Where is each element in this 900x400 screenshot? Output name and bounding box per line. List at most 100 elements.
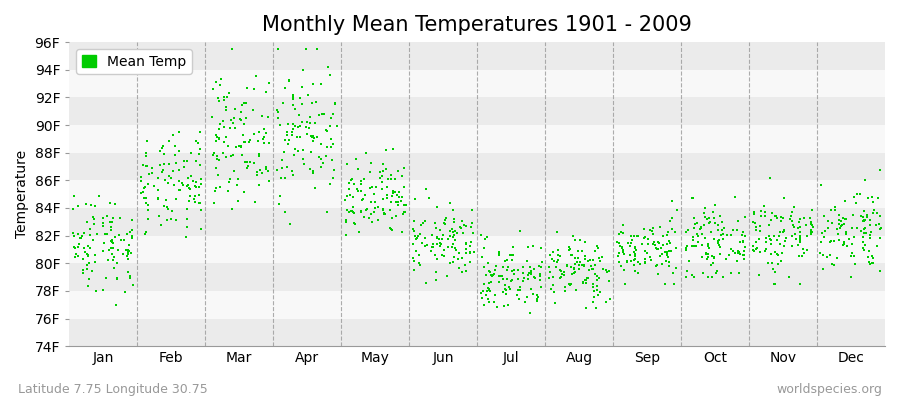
Point (850, 191, 864, 197)
Point (276, 100, 291, 106)
Point (419, 280, 434, 286)
Point (833, 218, 848, 225)
Point (792, 216, 806, 222)
Point (492, 249, 507, 256)
Point (104, 224, 119, 230)
Point (504, 276, 518, 283)
Point (520, 294, 535, 300)
Point (752, 236, 766, 242)
Point (758, 248, 772, 254)
Point (235, 102, 249, 108)
Point (530, 296, 544, 302)
Point (418, 234, 432, 241)
Point (627, 256, 642, 262)
Point (637, 256, 652, 262)
Point (398, 208, 412, 215)
Point (490, 304, 504, 311)
Point (346, 208, 360, 215)
Point (530, 298, 544, 304)
Point (68, 251, 83, 257)
Point (839, 216, 853, 222)
Point (716, 219, 730, 225)
Bar (69, 208, 885, 236)
Point (271, 46, 285, 52)
Point (655, 261, 670, 267)
Point (840, 243, 854, 250)
Point (106, 264, 121, 271)
Point (649, 262, 663, 269)
Point (86, 237, 100, 244)
Point (679, 229, 693, 236)
Point (161, 160, 176, 167)
Point (624, 258, 638, 264)
Point (109, 302, 123, 308)
Point (81, 243, 95, 249)
Point (786, 222, 800, 228)
Point (172, 167, 186, 173)
Point (310, 134, 325, 140)
Point (176, 158, 191, 164)
Point (323, 72, 338, 78)
Point (553, 253, 567, 260)
Point (517, 275, 531, 281)
Point (169, 196, 184, 202)
Point (652, 253, 667, 260)
Point (458, 250, 473, 256)
Point (306, 138, 320, 144)
Point (282, 78, 296, 84)
Point (584, 263, 598, 270)
Point (661, 229, 675, 235)
Point (497, 302, 511, 309)
Point (364, 160, 378, 166)
Point (814, 182, 828, 188)
Point (138, 231, 152, 238)
Point (302, 92, 316, 98)
Point (464, 207, 479, 213)
Point (413, 262, 428, 268)
Point (172, 178, 186, 185)
Point (82, 260, 96, 266)
Point (568, 261, 582, 267)
Point (662, 262, 676, 269)
Point (204, 114, 219, 120)
Point (630, 232, 644, 239)
Point (328, 101, 342, 107)
Point (300, 119, 314, 125)
Point (494, 273, 508, 279)
Point (159, 204, 174, 210)
Point (580, 274, 595, 281)
Point (533, 277, 547, 284)
Point (271, 108, 285, 115)
Point (549, 264, 563, 270)
Point (358, 192, 373, 199)
Point (769, 213, 783, 219)
Point (251, 153, 266, 160)
Point (836, 215, 850, 222)
Point (92, 192, 106, 199)
Point (383, 176, 398, 182)
Point (818, 227, 832, 234)
Point (616, 249, 631, 255)
Point (526, 242, 541, 249)
Point (338, 197, 352, 204)
Point (104, 245, 119, 251)
Point (326, 174, 340, 181)
Point (492, 273, 507, 280)
Point (212, 98, 226, 104)
Point (338, 219, 353, 225)
Point (210, 133, 224, 140)
Point (96, 223, 111, 230)
Point (342, 179, 356, 186)
Point (623, 243, 637, 250)
Point (68, 254, 83, 261)
Point (345, 176, 359, 182)
Point (737, 256, 751, 262)
Point (694, 224, 708, 230)
Point (715, 226, 729, 233)
Point (736, 252, 751, 259)
Point (68, 245, 82, 252)
Point (347, 220, 362, 227)
Point (151, 195, 166, 202)
Point (477, 281, 491, 287)
Point (761, 222, 776, 228)
